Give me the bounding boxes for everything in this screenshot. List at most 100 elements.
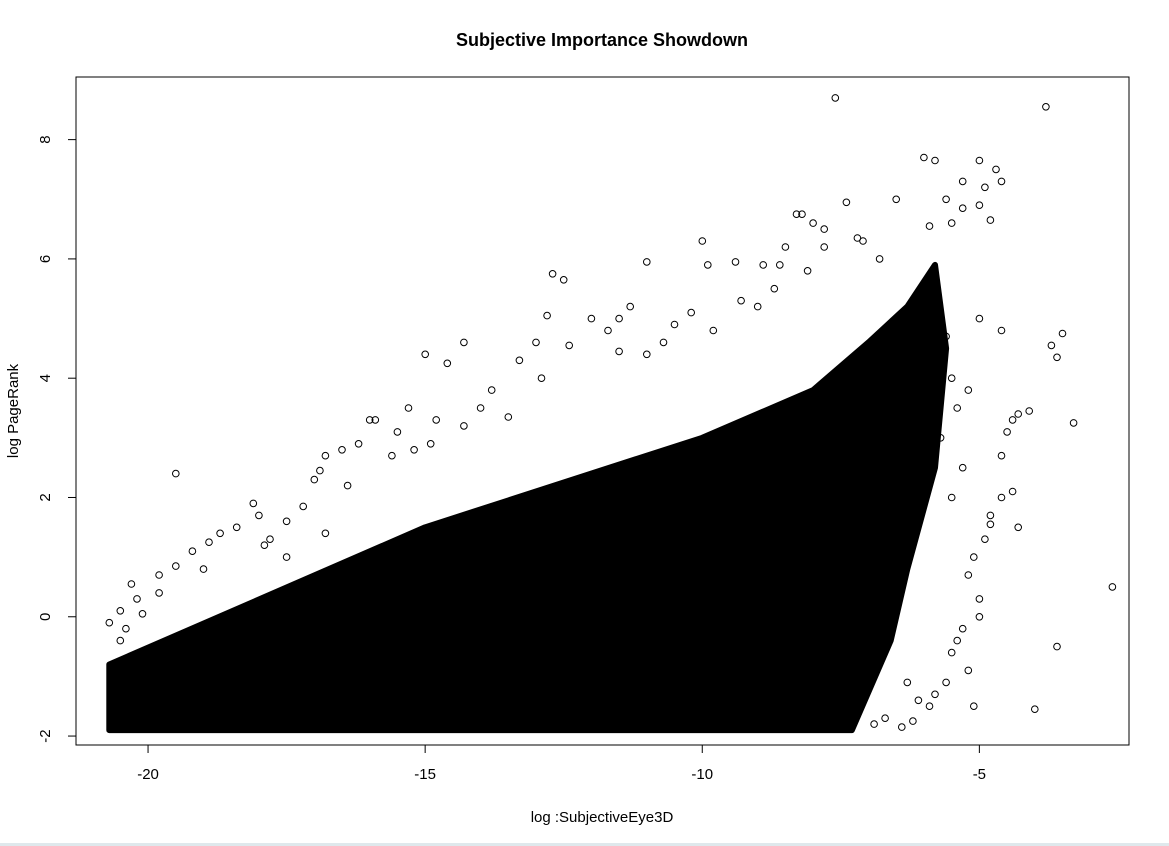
data-point — [1025, 407, 1033, 415]
data-point — [753, 302, 762, 311]
data-point — [587, 314, 596, 323]
data-point — [172, 469, 180, 478]
data-point — [964, 666, 973, 675]
x-tick-label: -15 — [414, 766, 436, 783]
y-tick-label: 6 — [37, 255, 54, 263]
x-tick-label: -10 — [691, 766, 713, 783]
data-point — [931, 156, 939, 165]
data-point — [138, 610, 147, 618]
data-point — [249, 499, 258, 508]
data-point — [709, 326, 718, 335]
data-point — [504, 413, 513, 421]
data-point — [975, 613, 984, 621]
data-point — [942, 678, 950, 687]
data-point — [809, 219, 817, 227]
data-point — [992, 165, 1000, 174]
data-point — [232, 523, 241, 532]
data-point — [216, 529, 224, 538]
data-point — [155, 571, 163, 579]
data-point — [371, 416, 380, 424]
data-point — [781, 243, 790, 251]
data-point — [487, 386, 496, 394]
y-tick-label: 8 — [37, 135, 54, 143]
data-point — [116, 636, 125, 645]
data-point — [698, 237, 707, 245]
data-point — [820, 225, 829, 233]
data-point — [920, 153, 928, 162]
data-point — [460, 338, 468, 347]
y-tick-label: 4 — [37, 374, 54, 382]
data-point — [133, 595, 141, 603]
data-point — [321, 529, 330, 538]
data-point — [643, 350, 651, 359]
x-axis-label: log :SubjectiveEye3D — [531, 809, 674, 826]
data-point — [875, 255, 884, 263]
data-point — [105, 618, 114, 627]
data-point — [892, 195, 901, 204]
data-point — [981, 535, 989, 544]
data-point — [870, 720, 878, 728]
data-point — [803, 267, 812, 275]
data-point — [172, 562, 180, 570]
data-point — [116, 607, 125, 615]
data-point — [443, 359, 452, 368]
data-point — [1014, 410, 1023, 418]
data-point — [659, 338, 668, 347]
y-tick-label: 2 — [37, 493, 54, 501]
dense-region — [106, 261, 950, 734]
y-tick-label: -2 — [37, 729, 54, 742]
data-point — [1069, 419, 1078, 427]
y-axis-label: log PageRank — [5, 363, 22, 458]
data-point — [255, 511, 263, 520]
x-tick-label: -5 — [973, 766, 986, 783]
data-point — [970, 702, 978, 711]
data-point — [421, 350, 430, 359]
data-point — [903, 678, 912, 687]
data-point — [393, 428, 402, 436]
data-point — [898, 723, 906, 731]
data-point — [460, 422, 468, 430]
data-point — [310, 475, 319, 484]
data-point — [476, 404, 485, 412]
y-tick-label: 0 — [37, 613, 54, 621]
data-point — [704, 261, 712, 269]
data-point — [316, 466, 324, 475]
data-point — [953, 404, 962, 412]
data-point — [842, 198, 851, 207]
data-point — [199, 565, 208, 573]
data-point — [1053, 642, 1061, 651]
data-point — [321, 451, 330, 460]
data-point — [975, 201, 984, 209]
data-point — [947, 219, 956, 227]
data-point — [970, 553, 978, 561]
data-point — [1003, 428, 1011, 436]
data-point — [997, 177, 1006, 186]
scatter-points — [105, 94, 1117, 731]
window-bottom-strip — [0, 843, 1169, 846]
data-point — [1031, 705, 1039, 714]
data-point — [670, 320, 679, 329]
data-point — [432, 416, 441, 424]
data-point — [986, 511, 995, 520]
data-point — [1042, 103, 1050, 111]
data-point — [1014, 523, 1023, 532]
data-point — [626, 302, 635, 311]
data-point — [925, 222, 934, 230]
data-point — [947, 648, 956, 657]
data-point — [997, 451, 1006, 460]
dense-point-cloud — [106, 261, 950, 734]
data-point — [338, 446, 346, 454]
data-point — [565, 341, 574, 350]
data-point — [1108, 583, 1117, 591]
data-point — [615, 314, 623, 323]
data-point — [831, 94, 840, 102]
data-point — [931, 356, 939, 365]
data-point — [1047, 341, 1056, 350]
data-point — [776, 261, 784, 269]
data-point — [981, 183, 989, 192]
data-point — [958, 624, 967, 633]
data-point — [354, 440, 363, 448]
data-point — [820, 243, 829, 251]
y-axis: -2 0 2 4 6 8 — [37, 135, 77, 743]
